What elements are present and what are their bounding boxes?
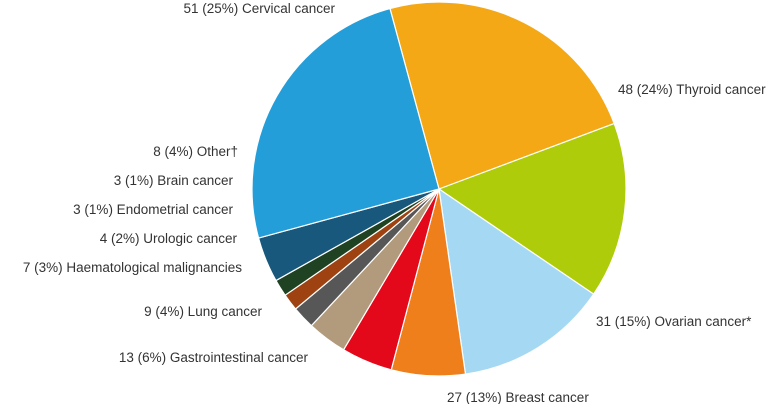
pie-label-gastrointestinal-cancer: 13 (6%) Gastrointestinal cancer <box>119 350 309 365</box>
pie-label-other: 8 (4%) Other† <box>153 144 238 159</box>
pie-label-lung-cancer: 9 (4%) Lung cancer <box>144 304 262 319</box>
pie-slice-ovarian-cancer <box>437 122 627 295</box>
pie-slice-cervical-cancer <box>251 7 440 239</box>
pie-label-cervical-cancer: 51 (25%) Cervical cancer <box>183 1 335 16</box>
pie-slices <box>251 1 627 377</box>
pie-slice-thyroid-cancer <box>389 1 615 190</box>
pie-label-thyroid-cancer: 48 (24%) Thyroid cancer <box>618 82 766 97</box>
pie-label-breast-cancer: 27 (13%) Breast cancer <box>447 390 589 404</box>
pie-labels: 48 (24%) Thyroid cancer 31 (15%) Ovarian … <box>23 1 766 404</box>
pie-label-ovarian-cancer: 31 (15%) Ovarian cancer* <box>596 314 752 329</box>
pie-label-haematological-malignancies: 7 (3%) Haematological malignancies <box>23 260 242 275</box>
pie-label-endometrial-cancer: 3 (1%) Endometrial cancer <box>73 202 233 217</box>
pie-label-brain-cancer: 3 (1%) Brain cancer <box>114 173 234 188</box>
pie-label-urologic-cancer: 4 (2%) Urologic cancer <box>100 231 238 246</box>
pie-slice-breast-cancer <box>438 187 595 375</box>
